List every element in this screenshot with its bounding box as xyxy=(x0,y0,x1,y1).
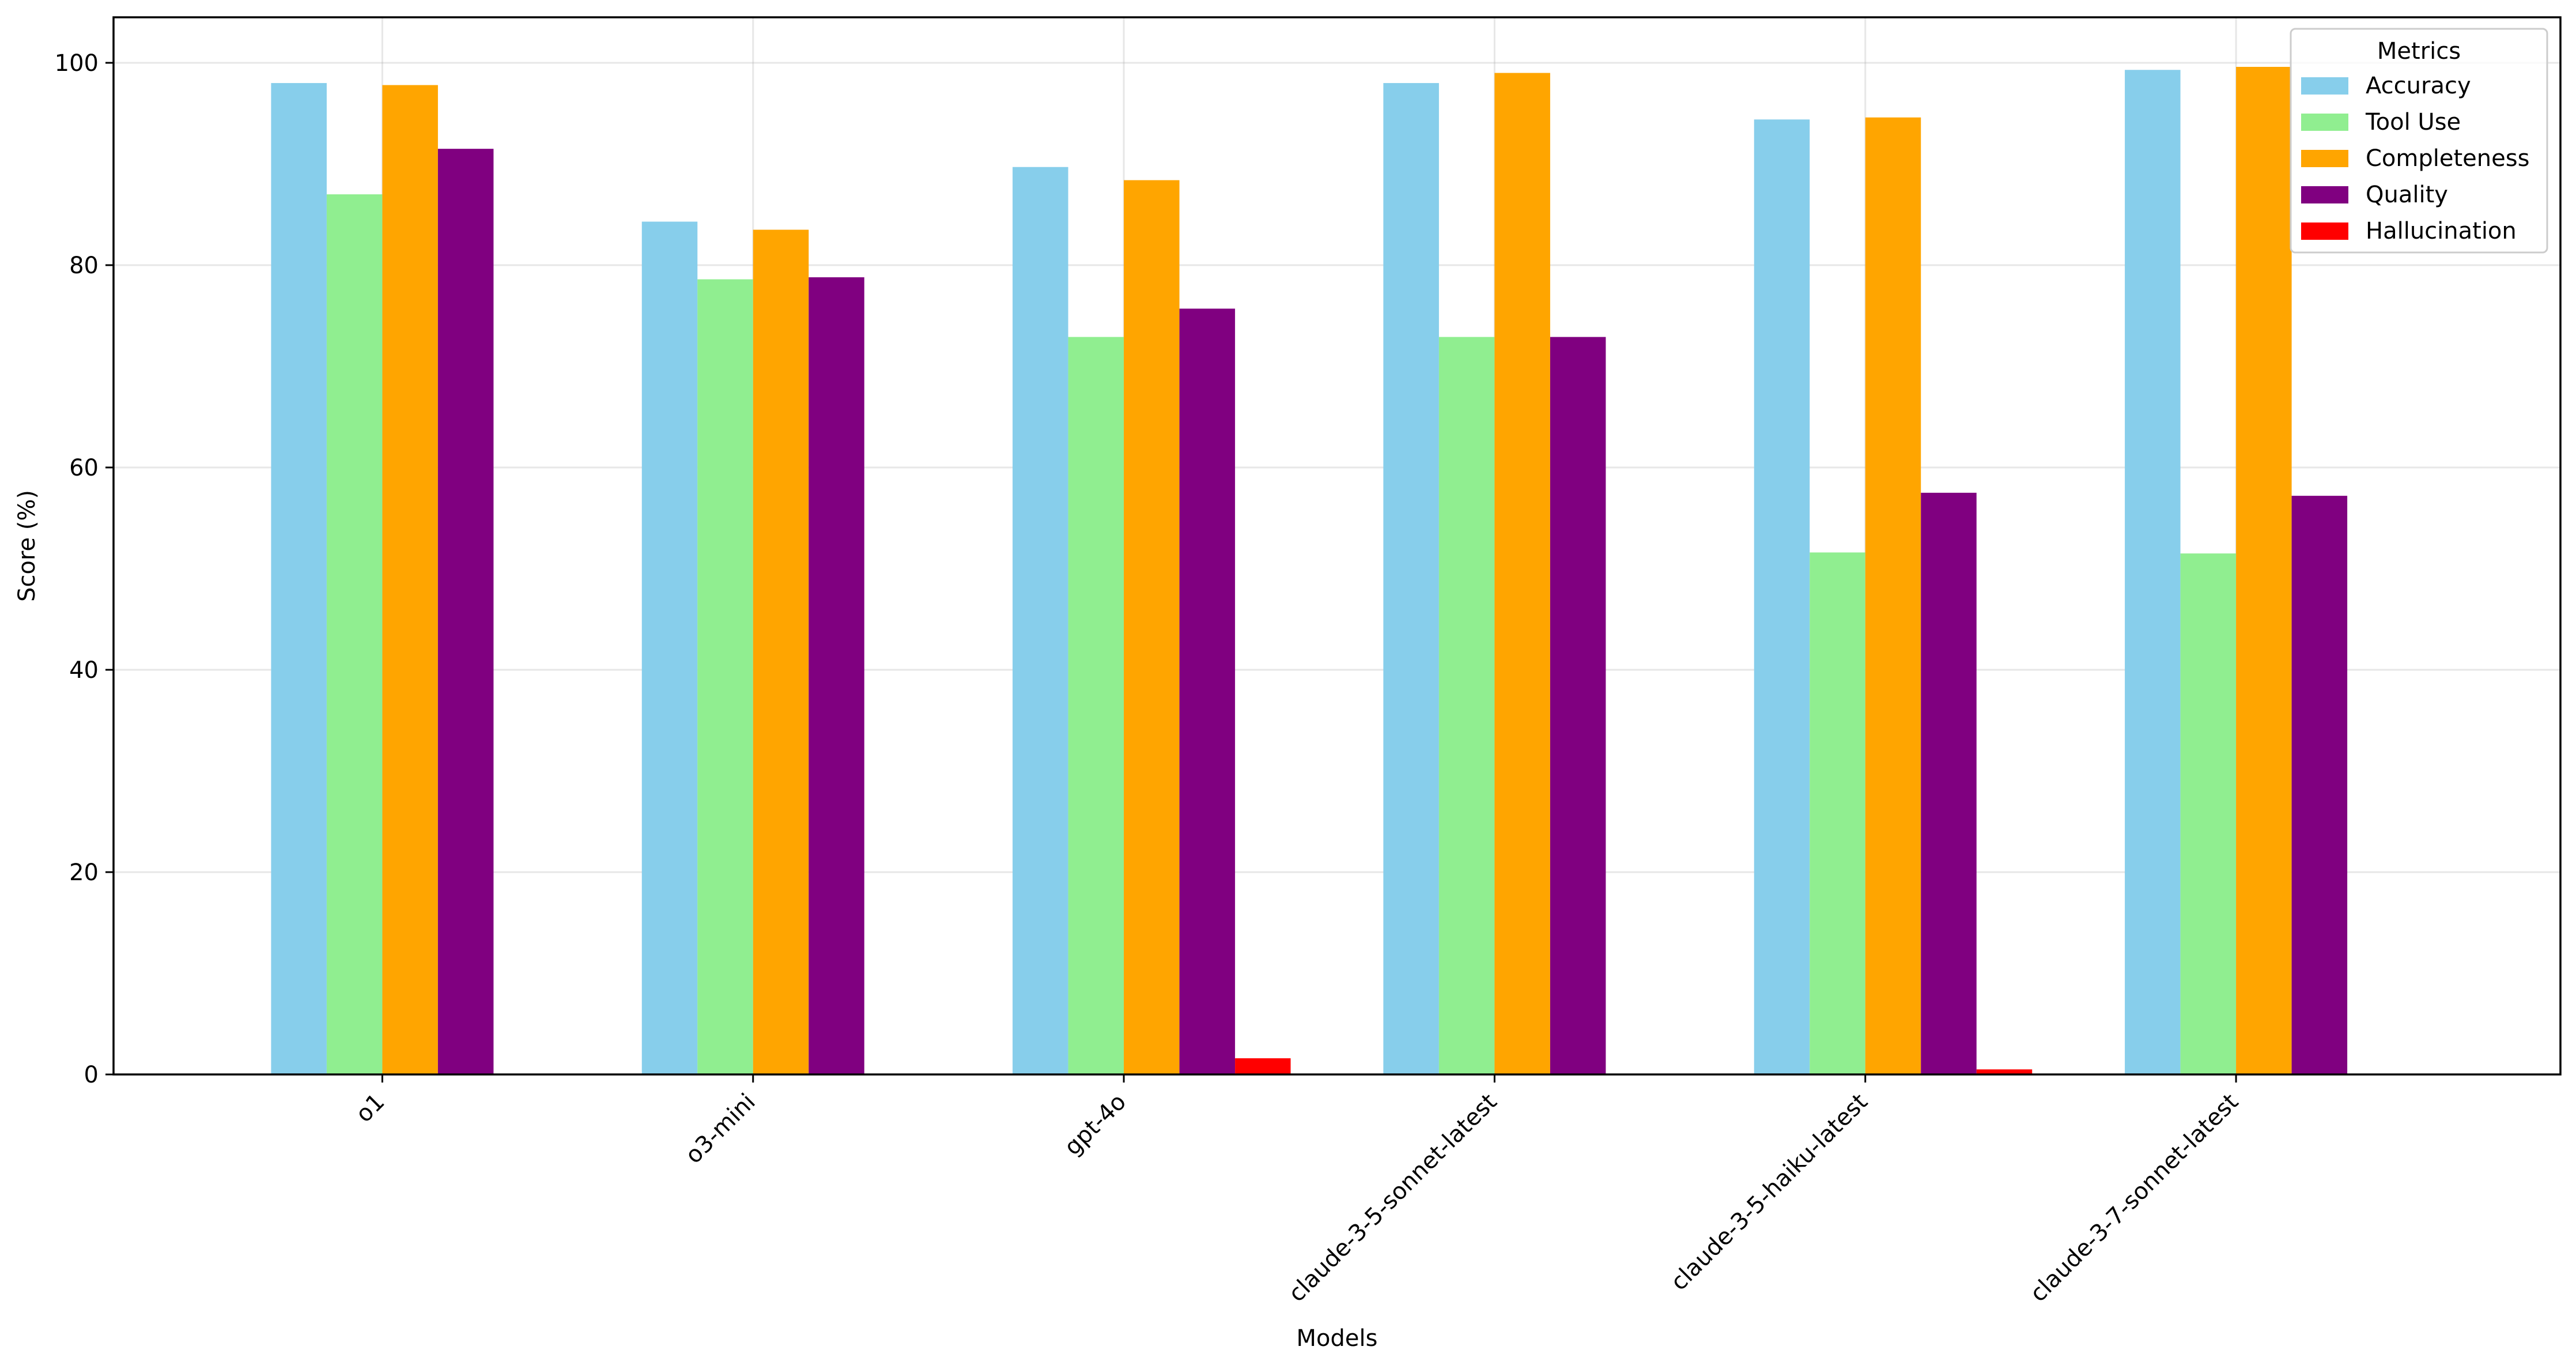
x-axis-ticks: o1 o3-mini gpt-4o claude-3-5-sonnet-latest c… xyxy=(351,1074,2243,1307)
bar-completeness xyxy=(2236,66,2292,1074)
bar-accuracy xyxy=(1754,119,1810,1074)
plot-frame xyxy=(112,16,2562,1076)
bar-tool-use xyxy=(326,194,383,1075)
legend-swatch xyxy=(2301,114,2348,131)
legend-swatch xyxy=(2301,222,2348,240)
x-tick-label: o1 xyxy=(351,1089,390,1128)
legend-label: Accuracy xyxy=(2366,73,2471,99)
y-tick-label: 20 xyxy=(69,859,99,886)
bar-tool-use xyxy=(2180,553,2237,1074)
bar-quality xyxy=(1550,337,1606,1074)
bar-completeness xyxy=(1865,117,1921,1075)
x-axis-label: Models xyxy=(1297,1325,1378,1352)
bar-quality xyxy=(809,277,864,1074)
bar-completeness xyxy=(1494,73,1550,1074)
x-tick-label: claude-3-7-sonnet-latest xyxy=(2025,1089,2243,1307)
bar-completeness xyxy=(382,85,438,1074)
bar-tool-use xyxy=(697,279,753,1074)
y-tick-label: 40 xyxy=(69,657,99,684)
bar-hallucination xyxy=(1235,1058,1291,1074)
bar-quality xyxy=(437,149,494,1075)
legend-label: Tool Use xyxy=(2365,109,2461,135)
bar-accuracy xyxy=(1013,167,1068,1074)
legend: Metrics Accuracy Tool Use Completeness Qual… xyxy=(2290,28,2548,254)
bar-quality xyxy=(2291,496,2348,1074)
bar-accuracy xyxy=(271,83,327,1075)
bar-accuracy xyxy=(641,221,698,1074)
bar-quality xyxy=(1179,308,1236,1074)
y-tick-label: 60 xyxy=(69,455,99,481)
legend-title: Metrics xyxy=(2377,38,2461,65)
bar-quality xyxy=(1921,492,1977,1074)
legend-items: Accuracy Tool Use Completeness Quality Hallu… xyxy=(2301,73,2529,244)
bar-completeness xyxy=(1124,180,1180,1074)
legend-label: Quality xyxy=(2366,182,2448,208)
y-tick-label: 100 xyxy=(55,50,99,77)
bar-tool-use xyxy=(1068,337,1124,1074)
x-tick-label: claude-3-5-haiku-latest xyxy=(1665,1089,1872,1296)
x-tick-label: gpt-4o xyxy=(1059,1089,1131,1161)
bars xyxy=(271,66,2348,1075)
bar-completeness xyxy=(753,229,809,1074)
legend-swatch xyxy=(2301,77,2348,95)
bar-tool-use xyxy=(1438,337,1495,1074)
bar-hallucination xyxy=(1976,1069,2033,1074)
y-axis-ticks: 0 20 40 60 80 100 xyxy=(55,50,114,1088)
y-tick-label: 0 xyxy=(84,1062,99,1088)
legend-label: Hallucination xyxy=(2366,218,2517,244)
legend-swatch xyxy=(2301,150,2348,167)
y-axis-label: Score (%) xyxy=(14,490,40,602)
x-tick-label: claude-3-5-sonnet-latest xyxy=(1283,1089,1502,1307)
legend-label: Completeness xyxy=(2366,145,2529,172)
bar-accuracy xyxy=(1383,83,1439,1075)
bar-accuracy xyxy=(2125,70,2181,1075)
legend-box xyxy=(2290,28,2548,254)
x-tick-label: o3-mini xyxy=(681,1089,761,1169)
legend-swatch xyxy=(2301,186,2348,203)
bar-tool-use xyxy=(1810,552,1865,1074)
y-tick-label: 80 xyxy=(69,252,99,279)
